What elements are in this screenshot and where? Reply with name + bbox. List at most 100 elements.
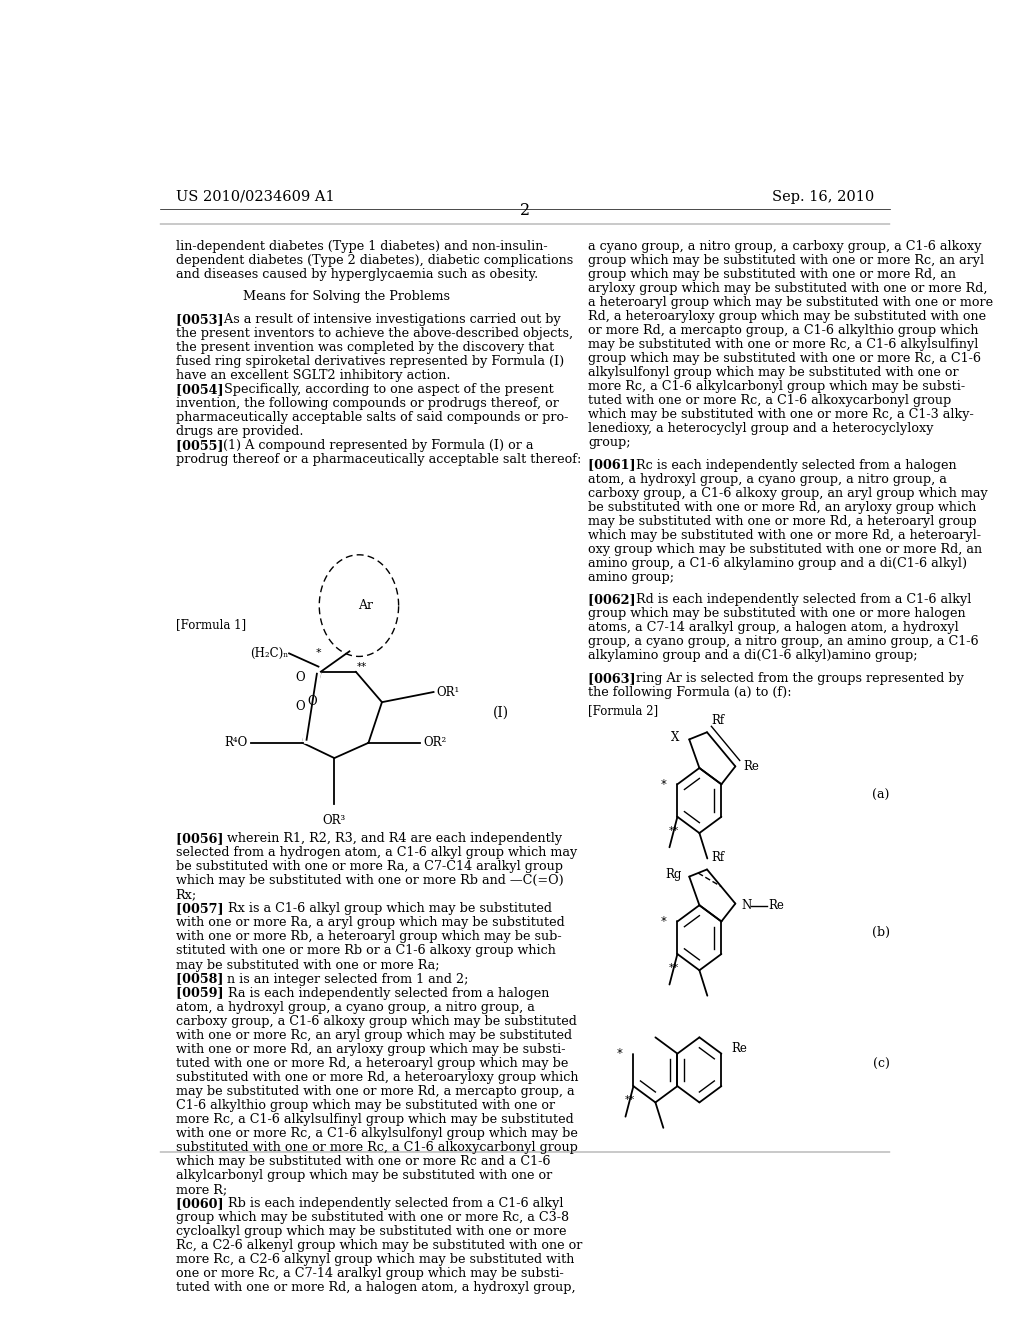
- Text: Rd is each independently selected from a C1-6 alkyl: Rd is each independently selected from a…: [632, 593, 972, 606]
- Text: which may be substituted with one or more Rc and a C1-6: which may be substituted with one or mor…: [176, 1155, 550, 1168]
- Text: carboxy group, a C1-6 alkoxy group which may be substituted: carboxy group, a C1-6 alkoxy group which…: [176, 1015, 577, 1027]
- Text: pharmaceutically acceptable salts of said compounds or pro-: pharmaceutically acceptable salts of sai…: [176, 411, 568, 424]
- Text: group which may be substituted with one or more Rc, a C1-6: group which may be substituted with one …: [588, 352, 981, 364]
- Text: ring Ar is selected from the groups represented by: ring Ar is selected from the groups repr…: [632, 672, 964, 685]
- Text: atom, a hydroxyl group, a cyano group, a nitro group, a: atom, a hydroxyl group, a cyano group, a…: [588, 473, 947, 486]
- Text: which may be substituted with one or more Rd, a heteroaryl-: which may be substituted with one or mor…: [588, 528, 981, 541]
- Text: be substituted with one or more Ra, a C7-C14 aralkyl group: be substituted with one or more Ra, a C7…: [176, 861, 562, 874]
- Text: more R;: more R;: [176, 1183, 226, 1196]
- Text: X: X: [671, 731, 679, 744]
- Text: dependent diabetes (Type 2 diabetes), diabetic complications: dependent diabetes (Type 2 diabetes), di…: [176, 253, 572, 267]
- Text: cycloalkyl group which may be substituted with one or more: cycloalkyl group which may be substitute…: [176, 1225, 566, 1238]
- Text: be substituted with one or more Rd, an aryloxy group which: be substituted with one or more Rd, an a…: [588, 500, 977, 513]
- Text: with one or more Rb, a heteroaryl group which may be sub-: with one or more Rb, a heteroaryl group …: [176, 931, 561, 944]
- Text: substituted with one or more Rc, a C1-6 alkoxycarbonyl group: substituted with one or more Rc, a C1-6 …: [176, 1140, 578, 1154]
- Text: O: O: [295, 700, 305, 713]
- Text: lin-dependent diabetes (Type 1 diabetes) and non-insulin-: lin-dependent diabetes (Type 1 diabetes)…: [176, 240, 547, 252]
- Text: with one or more Ra, a aryl group which may be substituted: with one or more Ra, a aryl group which …: [176, 916, 564, 929]
- Text: [Formula 2]: [Formula 2]: [588, 704, 658, 717]
- Text: group which may be substituted with one or more Rc, a C3-8: group which may be substituted with one …: [176, 1210, 568, 1224]
- Text: stituted with one or more Rb or a C1-6 alkoxy group which: stituted with one or more Rb or a C1-6 a…: [176, 945, 555, 957]
- Text: aryloxy group which may be substituted with one or more Rd,: aryloxy group which may be substituted w…: [588, 281, 988, 294]
- Text: amino group, a C1-6 alkylamino group and a di(C1-6 alkyl): amino group, a C1-6 alkylamino group and…: [588, 557, 968, 570]
- Text: (1) A compound represented by Formula (I) or a: (1) A compound represented by Formula (I…: [219, 438, 534, 451]
- Text: **: **: [669, 826, 679, 836]
- Text: selected from a hydrogen atom, a C1-6 alkyl group which may: selected from a hydrogen atom, a C1-6 al…: [176, 846, 577, 859]
- Text: *: *: [660, 915, 666, 928]
- Text: group which may be substituted with one or more halogen: group which may be substituted with one …: [588, 607, 966, 620]
- Text: have an excellent SGLT2 inhibitory action.: have an excellent SGLT2 inhibitory actio…: [176, 368, 451, 381]
- Text: wherein R1, R2, R3, and R4 are each independently: wherein R1, R2, R3, and R4 are each inde…: [219, 833, 562, 845]
- Text: Re: Re: [731, 1041, 746, 1055]
- Text: [0062]: [0062]: [588, 593, 645, 606]
- Text: carboxy group, a C1-6 alkoxy group, an aryl group which may: carboxy group, a C1-6 alkoxy group, an a…: [588, 487, 988, 499]
- Text: **: **: [625, 1096, 635, 1105]
- Text: one or more Rc, a C7-14 aralkyl group which may be substi-: one or more Rc, a C7-14 aralkyl group wh…: [176, 1267, 563, 1280]
- Text: (I): (I): [493, 705, 509, 719]
- Text: N: N: [741, 899, 752, 912]
- Text: Specifically, according to one aspect of the present: Specifically, according to one aspect of…: [219, 383, 553, 396]
- Text: invention, the following compounds or prodrugs thereof, or: invention, the following compounds or pr…: [176, 397, 558, 409]
- Text: group, a cyano group, a nitro group, an amino group, a C1-6: group, a cyano group, a nitro group, an …: [588, 635, 979, 648]
- Text: [0061]: [0061]: [588, 458, 645, 471]
- Text: Ra is each independently selected from a halogen: Ra is each independently selected from a…: [219, 986, 549, 999]
- Text: Rd, a heteroaryloxy group which may be substituted with one: Rd, a heteroaryloxy group which may be s…: [588, 310, 986, 323]
- Text: [0055]: [0055]: [176, 438, 232, 451]
- Text: [0054]: [0054]: [176, 383, 232, 396]
- Text: atom, a hydroxyl group, a cyano group, a nitro group, a: atom, a hydroxyl group, a cyano group, a…: [176, 1001, 535, 1014]
- Text: As a result of intensive investigations carried out by: As a result of intensive investigations …: [219, 313, 560, 326]
- Text: [0057]: [0057]: [176, 903, 232, 915]
- Text: a heteroaryl group which may be substituted with one or more: a heteroaryl group which may be substitu…: [588, 296, 993, 309]
- Text: alkylamino group and a di(C1-6 alkyl)amino group;: alkylamino group and a di(C1-6 alkyl)ami…: [588, 649, 918, 663]
- Text: *: *: [315, 648, 322, 659]
- Text: OR¹: OR¹: [436, 685, 460, 698]
- Text: the present invention was completed by the discovery that: the present invention was completed by t…: [176, 341, 554, 354]
- Text: amino group;: amino group;: [588, 570, 674, 583]
- Text: (c): (c): [873, 1059, 890, 1072]
- Text: may be substituted with one or more Rd, a heteroaryl group: may be substituted with one or more Rd, …: [588, 515, 977, 528]
- Text: which may be substituted with one or more Rc, a C1-3 alky-: which may be substituted with one or mor…: [588, 408, 974, 421]
- Text: Rf: Rf: [711, 714, 724, 726]
- Text: [0056]: [0056]: [176, 833, 232, 845]
- Text: Rg: Rg: [666, 869, 682, 880]
- Text: (H₂C)ₙ: (H₂C)ₙ: [250, 647, 289, 660]
- Text: fused ring spiroketal derivatives represented by Formula (I): fused ring spiroketal derivatives repres…: [176, 355, 564, 368]
- Text: n is an integer selected from 1 and 2;: n is an integer selected from 1 and 2;: [219, 973, 469, 986]
- Text: prodrug thereof or a pharmaceutically acceptable salt thereof:: prodrug thereof or a pharmaceutically ac…: [176, 453, 581, 466]
- Text: and diseases caused by hyperglycaemia such as obesity.: and diseases caused by hyperglycaemia su…: [176, 268, 538, 281]
- Text: O: O: [295, 672, 305, 684]
- Text: more Rc, a C1-6 alkylcarbonyl group which may be substi-: more Rc, a C1-6 alkylcarbonyl group whic…: [588, 380, 966, 393]
- Text: may be substituted with one or more Ra;: may be substituted with one or more Ra;: [176, 958, 439, 972]
- Text: [0053]: [0053]: [176, 313, 232, 326]
- Text: may be substituted with one or more Rd, a mercapto group, a: may be substituted with one or more Rd, …: [176, 1085, 574, 1098]
- Text: alkylcarbonyl group which may be substituted with one or: alkylcarbonyl group which may be substit…: [176, 1170, 552, 1181]
- Text: [Formula 1]: [Formula 1]: [176, 618, 246, 631]
- Text: OR³: OR³: [323, 814, 346, 826]
- Text: group which may be substituted with one or more Rd, an: group which may be substituted with one …: [588, 268, 956, 281]
- Text: OR²: OR²: [423, 737, 446, 750]
- Text: Rc, a C2-6 alkenyl group which may be substituted with one or: Rc, a C2-6 alkenyl group which may be su…: [176, 1239, 582, 1253]
- Text: Sep. 16, 2010: Sep. 16, 2010: [772, 190, 873, 203]
- Text: Means for Solving the Problems: Means for Solving the Problems: [243, 290, 450, 304]
- Text: R⁴O: R⁴O: [224, 737, 248, 750]
- Text: group which may be substituted with one or more Rc, an aryl: group which may be substituted with one …: [588, 253, 984, 267]
- Text: which may be substituted with one or more Rb and —C(=O): which may be substituted with one or mor…: [176, 874, 563, 887]
- Text: Rx;: Rx;: [176, 888, 197, 902]
- Text: a cyano group, a nitro group, a carboxy group, a C1-6 alkoxy: a cyano group, a nitro group, a carboxy …: [588, 240, 982, 252]
- Text: [0063]: [0063]: [588, 672, 645, 685]
- Text: the following Formula (a) to (f):: the following Formula (a) to (f):: [588, 686, 792, 698]
- Text: group;: group;: [588, 436, 631, 449]
- Text: more Rc, a C1-6 alkylsulfinyl group which may be substituted: more Rc, a C1-6 alkylsulfinyl group whic…: [176, 1113, 573, 1126]
- Text: **: **: [357, 661, 368, 672]
- Text: Rx is a C1-6 alkyl group which may be substituted: Rx is a C1-6 alkyl group which may be su…: [219, 903, 552, 915]
- Text: or more Rd, a mercapto group, a C1-6 alkylthio group which: or more Rd, a mercapto group, a C1-6 alk…: [588, 323, 979, 337]
- Text: (a): (a): [872, 789, 890, 803]
- Text: O: O: [307, 694, 316, 708]
- Text: more Rc, a C2-6 alkynyl group which may be substituted with: more Rc, a C2-6 alkynyl group which may …: [176, 1253, 574, 1266]
- Text: with one or more Rc, an aryl group which may be substituted: with one or more Rc, an aryl group which…: [176, 1028, 571, 1041]
- Text: with one or more Rc, a C1-6 alkylsulfonyl group which may be: with one or more Rc, a C1-6 alkylsulfony…: [176, 1127, 578, 1140]
- Text: Ar: Ar: [357, 599, 373, 612]
- Text: Re: Re: [769, 899, 784, 912]
- Text: drugs are provided.: drugs are provided.: [176, 425, 303, 438]
- Text: oxy group which may be substituted with one or more Rd, an: oxy group which may be substituted with …: [588, 543, 982, 556]
